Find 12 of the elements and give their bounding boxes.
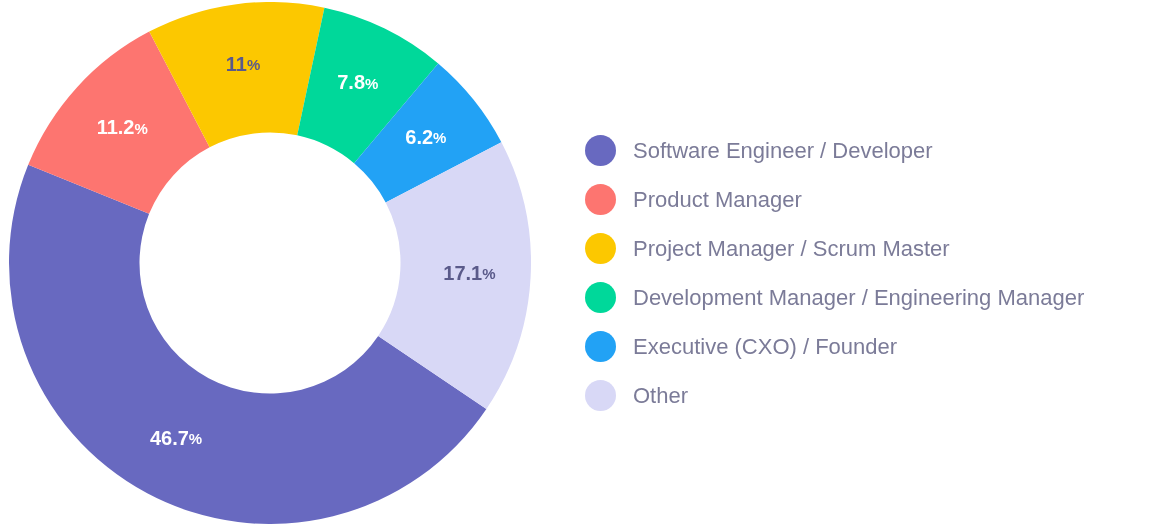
legend-label: Development Manager / Engineering Manager	[633, 284, 1085, 311]
legend-label: Project Manager / Scrum Master	[633, 235, 950, 262]
data-label: 17.1%	[443, 261, 496, 284]
legend-label: Other	[633, 382, 689, 409]
data-label: 7.8%	[337, 71, 379, 94]
data-label: 11.2%	[96, 116, 148, 139]
data-label: 6.2%	[405, 125, 447, 148]
data-label: 46.7%	[149, 426, 203, 449]
legend-label: Software Engineer / Developer	[633, 137, 933, 164]
legend-label: Product Manager	[633, 186, 802, 213]
data-label: 11%	[225, 52, 261, 75]
legend-label: Executive (CXO) / Founder	[633, 333, 898, 360]
